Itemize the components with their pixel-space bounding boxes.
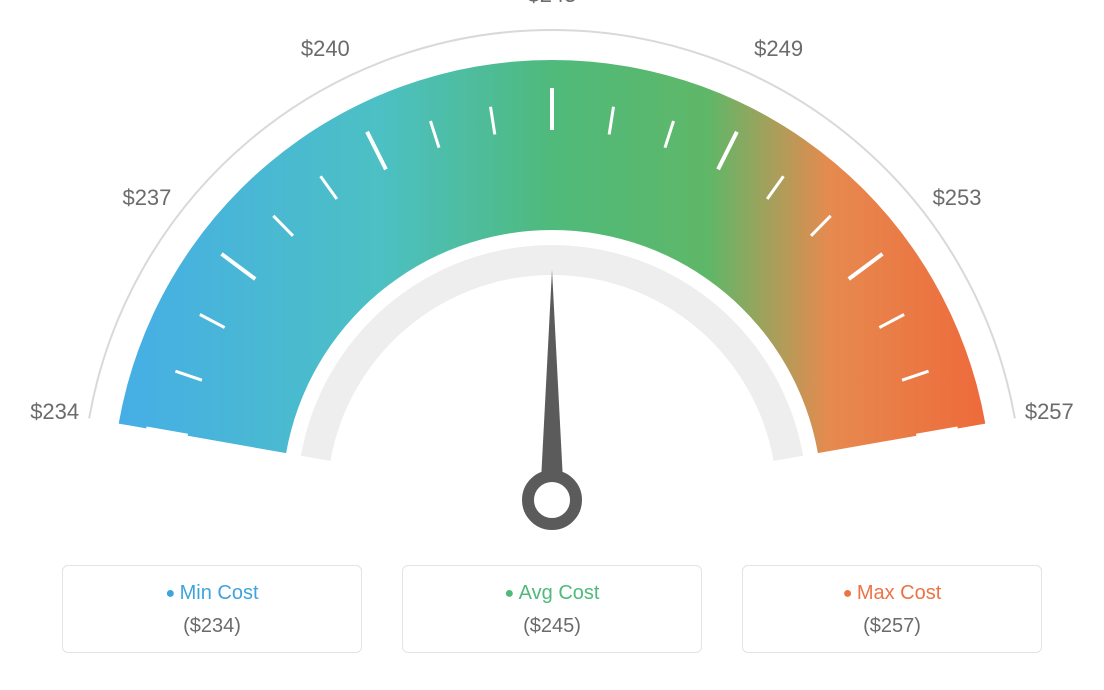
legend-title: Max Cost — [743, 582, 1041, 605]
legend-title: Min Cost — [63, 582, 361, 605]
gauge-chart: $234 $237 $240 $245 $249 $253 $257 — [0, 0, 1104, 560]
legend-card: Max Cost ($257) — [742, 565, 1042, 653]
gauge-tick-label: $249 — [754, 36, 803, 62]
legend-title: Avg Cost — [403, 582, 701, 605]
gauge-tick-label: $253 — [933, 185, 982, 211]
legend-value: ($234) — [63, 615, 361, 638]
gauge-tick-label: $257 — [1025, 399, 1074, 425]
legend-value: ($257) — [743, 615, 1041, 638]
legend-card: Avg Cost ($245) — [402, 565, 702, 653]
gauge-tick-label: $240 — [301, 36, 350, 62]
gauge-tick-label: $234 — [30, 399, 79, 425]
legend-card: Min Cost ($234) — [62, 565, 362, 653]
legend-value: ($245) — [403, 615, 701, 638]
legend-row: Min Cost ($234) Avg Cost ($245) Max Cost ($25… — [0, 565, 1104, 653]
gauge-tick-label: $245 — [528, 0, 577, 8]
gauge-tick-label: $237 — [122, 185, 171, 211]
gauge-svg — [0, 0, 1104, 560]
